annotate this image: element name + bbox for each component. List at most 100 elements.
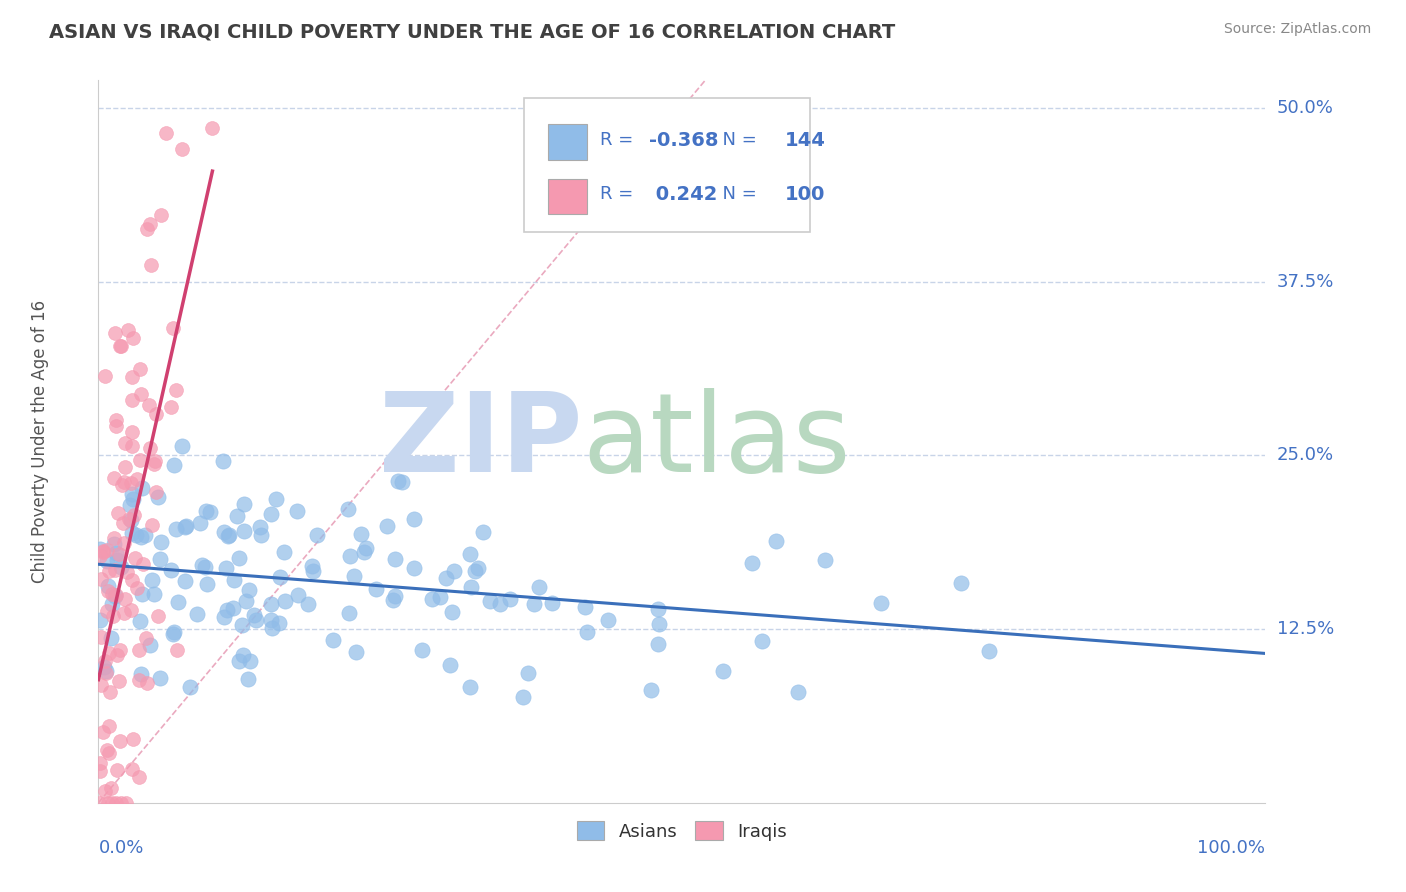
Asians (464, 564, 486, 578)
Asians (224, 573, 246, 587)
Iraqis (127, 581, 149, 595)
Asians (391, 475, 413, 489)
Asians (239, 654, 262, 668)
Asians (166, 595, 188, 609)
Iraqis (166, 643, 188, 657)
Iraqis (121, 762, 143, 776)
Asians (222, 600, 245, 615)
Text: R =: R = (600, 186, 640, 203)
Asians (264, 491, 287, 506)
Asians (245, 613, 267, 627)
Iraqis (90, 573, 112, 587)
Text: 0.242: 0.242 (650, 185, 717, 204)
Asians (170, 439, 193, 453)
FancyBboxPatch shape (548, 124, 588, 160)
Iraqis (108, 642, 131, 657)
Asians (420, 591, 443, 606)
Text: 37.5%: 37.5% (1277, 273, 1334, 291)
Asians (131, 587, 153, 601)
Iraqis (136, 676, 159, 690)
Asians (218, 528, 240, 542)
Asians (512, 690, 534, 705)
Iraqis (94, 654, 117, 668)
Iraqis (97, 584, 120, 599)
Iraqis (145, 484, 167, 499)
Asians (100, 597, 122, 611)
Iraqis (115, 796, 138, 810)
Asians (124, 528, 146, 542)
Text: atlas: atlas (582, 388, 851, 495)
Asians (305, 527, 328, 541)
Asians (574, 600, 596, 615)
Asians (517, 665, 540, 680)
Asians (527, 580, 550, 594)
Asians (458, 680, 481, 694)
Iraqis (112, 516, 135, 530)
Asians (121, 492, 143, 507)
Iraqis (124, 551, 146, 566)
Asians (129, 667, 152, 681)
Asians (217, 529, 239, 543)
Asians (647, 637, 669, 651)
Text: ZIP: ZIP (380, 388, 582, 495)
Iraqis (165, 384, 187, 398)
Text: ASIAN VS IRAQI CHILD POVERTY UNDER THE AGE OF 16 CORRELATION CHART: ASIAN VS IRAQI CHILD POVERTY UNDER THE A… (49, 22, 896, 41)
Asians (273, 594, 295, 608)
Iraqis (98, 719, 121, 733)
Asians (195, 504, 218, 518)
Asians (260, 614, 283, 628)
Asians (120, 499, 142, 513)
Iraqis (160, 400, 183, 414)
Asians (765, 533, 787, 548)
Iraqis (121, 425, 143, 440)
Asians (301, 564, 323, 578)
Iraqis (127, 472, 149, 486)
Iraqis (115, 566, 138, 580)
Asians (228, 654, 250, 668)
Asians (149, 535, 172, 549)
Asians (647, 602, 669, 616)
Asians (869, 596, 891, 610)
Asians (384, 551, 406, 566)
Iraqis (111, 478, 134, 492)
Asians (188, 516, 211, 531)
Asians (787, 685, 810, 699)
Iraqis (149, 208, 172, 222)
Asians (96, 554, 118, 568)
Iraqis (124, 508, 146, 522)
Asians (402, 512, 425, 526)
Iraqis (139, 258, 162, 272)
Text: 100.0%: 100.0% (1198, 838, 1265, 857)
Iraqis (93, 545, 115, 559)
Iraqis (87, 796, 110, 810)
Asians (190, 558, 212, 573)
Asians (131, 481, 153, 495)
Asians (139, 639, 162, 653)
Iraqis (104, 796, 127, 810)
Asians (366, 582, 388, 596)
Asians (179, 680, 201, 694)
Asians (173, 574, 195, 589)
Asians (269, 569, 291, 583)
Asians (93, 660, 115, 674)
Text: 100: 100 (785, 185, 825, 204)
Iraqis (112, 607, 135, 621)
Asians (105, 553, 128, 567)
Asians (211, 454, 233, 468)
Text: -0.368: -0.368 (650, 131, 718, 150)
Iraqis (91, 544, 114, 558)
Asians (575, 624, 598, 639)
Iraqis (118, 512, 141, 526)
Asians (176, 518, 198, 533)
Iraqis (96, 743, 118, 757)
Iraqis (138, 398, 160, 412)
Asians (458, 547, 481, 561)
Iraqis (114, 459, 136, 474)
Asians (186, 607, 208, 622)
Iraqis (122, 331, 145, 345)
Asians (478, 594, 501, 608)
Asians (467, 561, 489, 575)
Iraqis (108, 548, 131, 562)
Asians (387, 474, 409, 488)
Iraqis (155, 127, 177, 141)
